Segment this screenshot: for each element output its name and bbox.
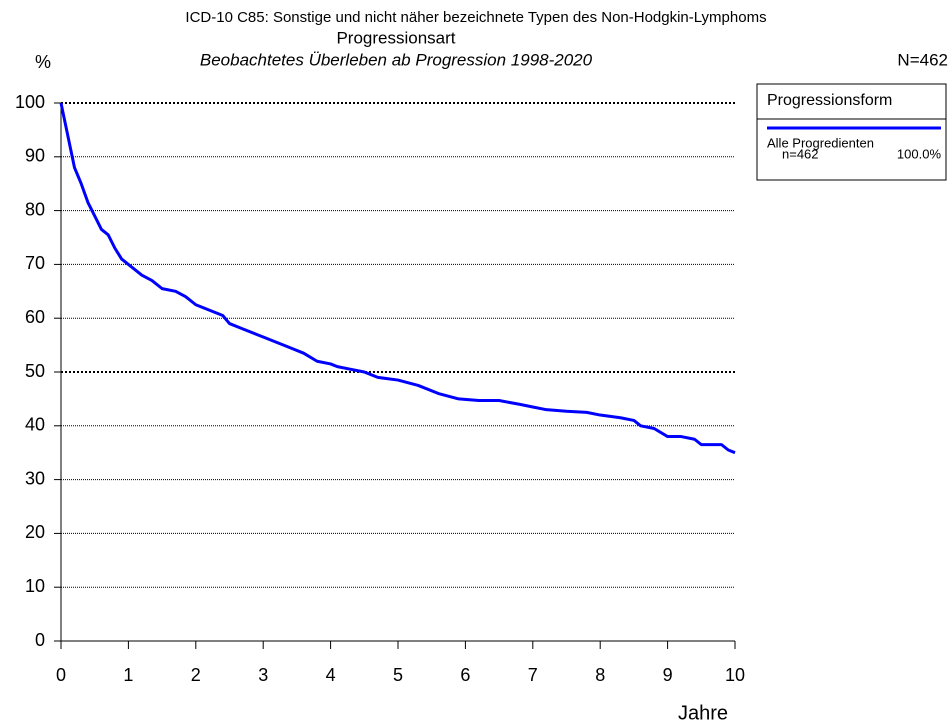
x-tick-label: 2 bbox=[191, 665, 201, 685]
x-tick-label: 1 bbox=[123, 665, 133, 685]
x-tick-label: 8 bbox=[595, 665, 605, 685]
x-tick-label: 7 bbox=[528, 665, 538, 685]
y-tick-label: 30 bbox=[25, 468, 45, 488]
x-tick-label: 0 bbox=[56, 665, 66, 685]
legend-box bbox=[756, 83, 947, 181]
x-axis-label: Jahre bbox=[678, 702, 728, 724]
legend-share: 100.0% bbox=[897, 146, 942, 161]
y-tick-label: 40 bbox=[25, 415, 45, 435]
y-tick-label: 0 bbox=[35, 630, 45, 650]
y-tick-label: 100 bbox=[15, 92, 45, 112]
x-tick-label: 5 bbox=[393, 665, 403, 685]
legend-title: Progressionsform bbox=[767, 92, 892, 109]
chart-title: ICD-10 C85: Sonstige und nicht näher bez… bbox=[185, 9, 766, 26]
chart-subtitle: Progressionsart bbox=[336, 28, 455, 47]
n-label: N=462 bbox=[897, 50, 948, 69]
y-tick-label: 60 bbox=[25, 307, 45, 327]
y-axis-label: % bbox=[35, 52, 51, 72]
legend-n: n=462 bbox=[782, 146, 819, 161]
y-tick-label: 10 bbox=[25, 576, 45, 596]
y-tick-label: 70 bbox=[25, 253, 45, 273]
x-tick-label: 9 bbox=[663, 665, 673, 685]
survival-curve bbox=[59, 102, 736, 455]
y-tick-label: 20 bbox=[25, 522, 45, 542]
y-tick-label: 50 bbox=[25, 361, 45, 381]
y-tick-label: 90 bbox=[25, 146, 45, 166]
x-tick-label: 6 bbox=[460, 665, 470, 685]
x-tick-label: 4 bbox=[326, 665, 336, 685]
y-tick-label: 80 bbox=[25, 199, 45, 219]
x-tick-label: 3 bbox=[258, 665, 268, 685]
x-tick-label: 10 bbox=[725, 665, 745, 685]
legend-entry: Alle Progredienten bbox=[767, 135, 874, 150]
chart-caption: Beobachtetes Überleben ab Progression 19… bbox=[200, 50, 593, 69]
